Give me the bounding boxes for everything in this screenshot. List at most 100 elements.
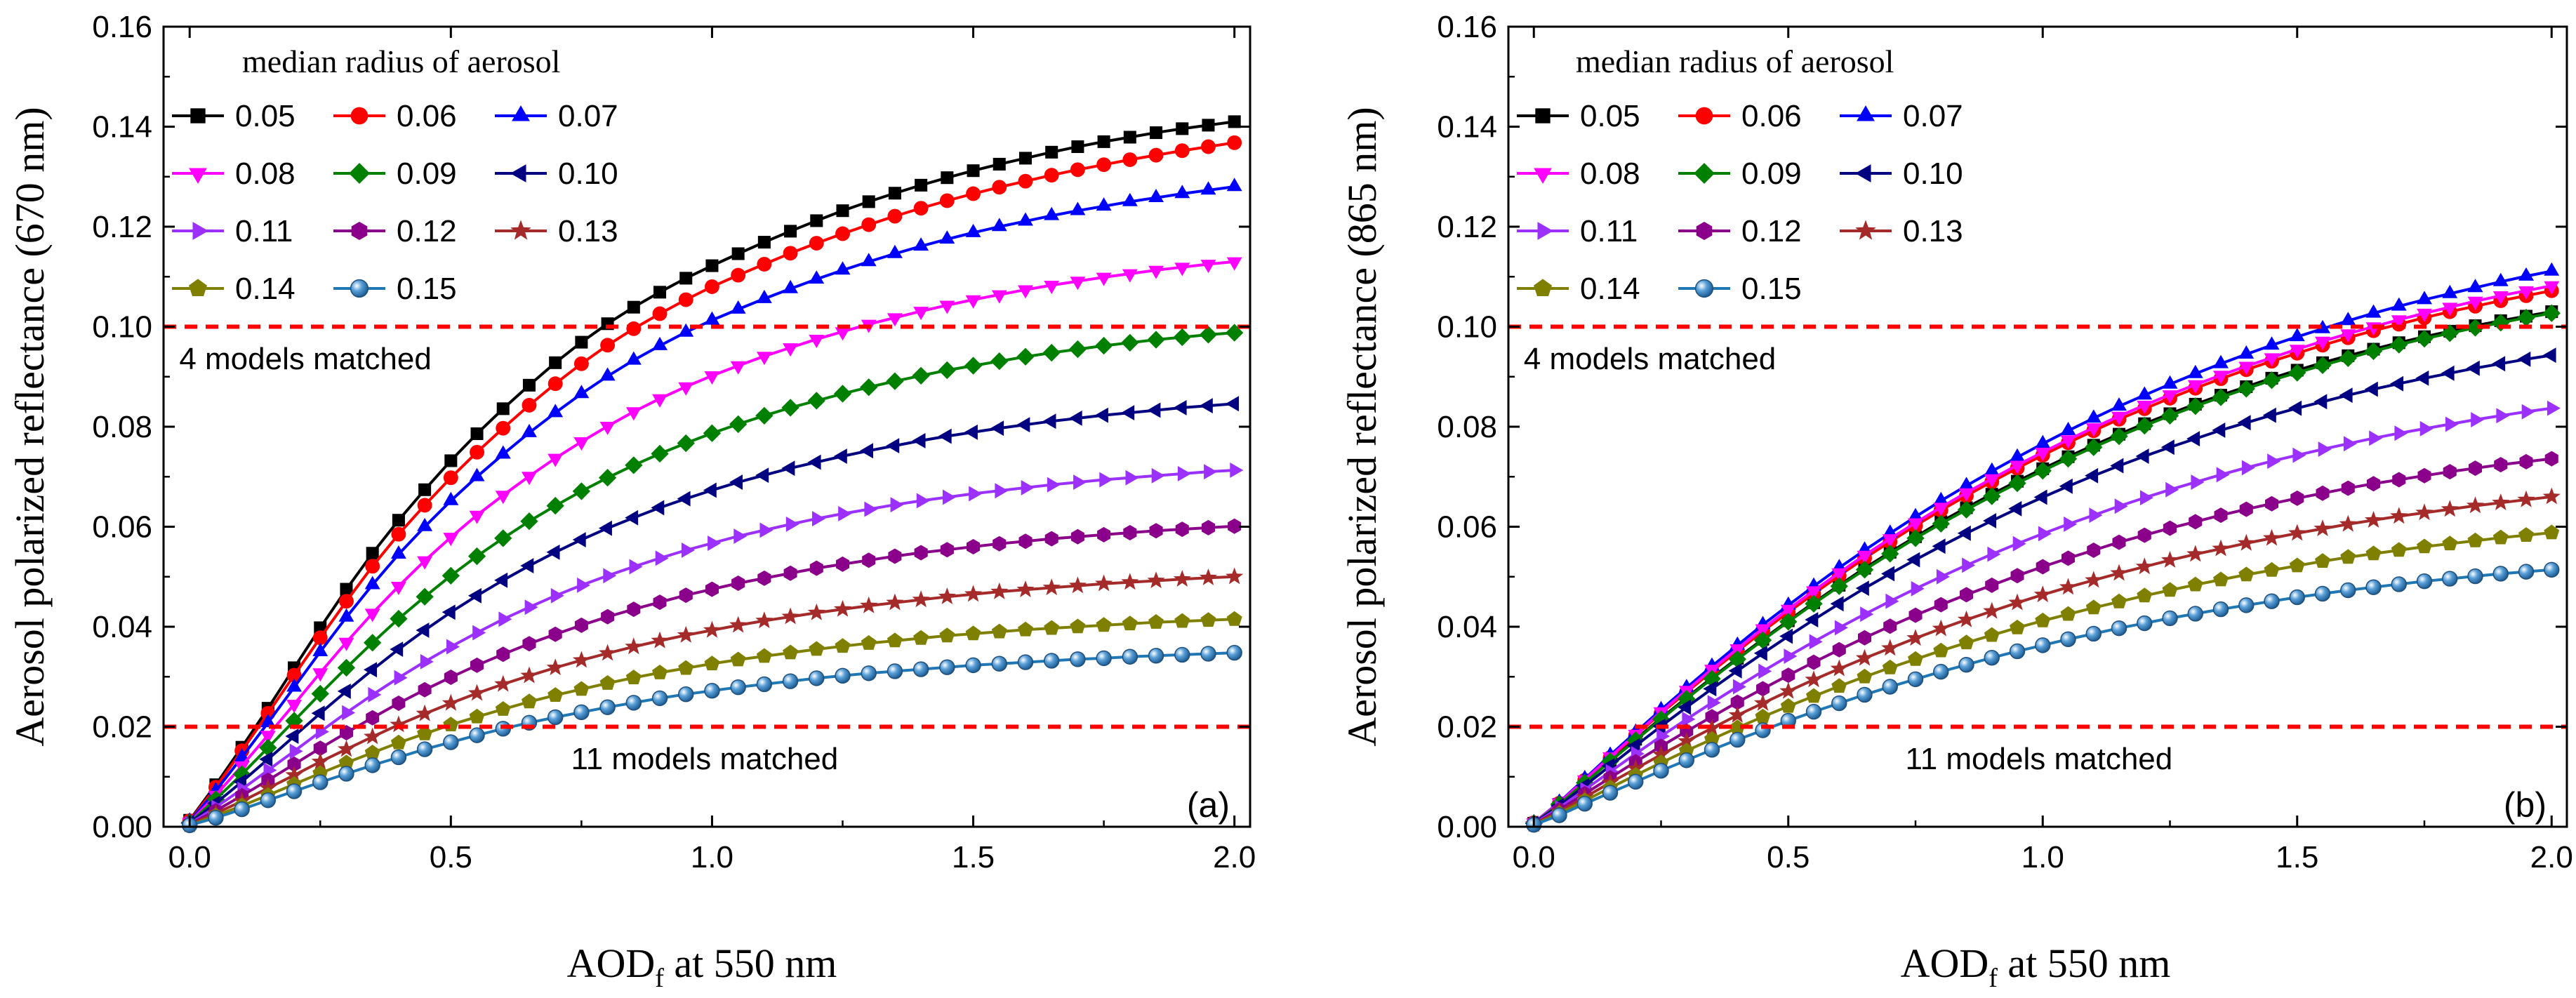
data-point (1016, 417, 1030, 433)
x-tick-label: 1.0 (691, 840, 733, 874)
legend: median radius of aerosol 0.05 0.06 0.07 0.0… (1517, 44, 1963, 306)
tick-layer: 0.00 0.02 0.04 0.06 0.08 0.10 0.12 0.14 0.16 0.0 0… (92, 10, 1256, 874)
legend-label: 0.06 (397, 99, 457, 133)
data-point (2162, 610, 2178, 627)
data-point (1831, 568, 1847, 582)
data-point (2518, 564, 2535, 580)
data-point (991, 623, 1007, 639)
data-point (472, 625, 486, 641)
data-point (289, 743, 303, 759)
data-point (1200, 260, 1216, 274)
data-point (1830, 659, 1848, 677)
data-point (443, 533, 459, 547)
data-point (1958, 477, 1974, 491)
data-point (2442, 284, 2458, 298)
data-point (756, 648, 772, 663)
x-tick-label: 2.0 (1213, 840, 1256, 874)
data-point (1017, 654, 1034, 670)
data-point (1652, 710, 1671, 728)
data-point (1073, 474, 1087, 490)
data-point (864, 501, 878, 517)
data-point (1044, 620, 1060, 635)
data-point (1175, 521, 1189, 538)
data-point (392, 696, 406, 711)
data-point (705, 259, 719, 272)
data-point (469, 510, 485, 524)
data-point (1148, 614, 1164, 629)
data-point (2340, 582, 2356, 599)
data-point (704, 311, 720, 325)
data-point (2288, 524, 2306, 541)
y-tick-label: 0.16 (1437, 10, 1497, 44)
data-point (887, 632, 903, 648)
data-point (625, 456, 643, 474)
data-point (1044, 281, 1060, 294)
data-point (1860, 606, 1874, 623)
data-point (599, 675, 616, 690)
data-point (810, 214, 823, 227)
data-point (2339, 349, 2357, 367)
data-point (2315, 319, 2330, 333)
data-point (2038, 526, 2052, 542)
data-point (2391, 576, 2407, 592)
data-point (364, 662, 377, 678)
data-point (838, 506, 852, 521)
data-point (1122, 648, 1138, 665)
data-point (1704, 742, 1720, 758)
data-point (836, 556, 849, 572)
data-point (2415, 370, 2429, 386)
data-point (1122, 192, 1138, 206)
y-tick-label: 0.16 (92, 10, 152, 44)
data-point (2187, 606, 2203, 622)
legend-title: median radius of aerosol (242, 44, 560, 79)
data-point (572, 482, 590, 500)
legend-item: 0.09 (333, 157, 457, 191)
data-point (2160, 406, 2179, 425)
data-point (1932, 514, 1950, 533)
data-point (887, 663, 903, 679)
data-point (1226, 644, 1242, 661)
data-point (2033, 585, 2052, 603)
data-point (2008, 474, 2026, 493)
data-point (417, 725, 433, 740)
data-point (2417, 538, 2432, 554)
data-point (2262, 371, 2281, 390)
data-point (1018, 621, 1033, 637)
data-point (860, 378, 878, 397)
data-point (1070, 162, 1085, 178)
data-point (1753, 631, 1772, 649)
data-point (807, 603, 825, 620)
data-point (2492, 291, 2509, 305)
data-point (964, 585, 983, 602)
data-point (286, 700, 302, 714)
data-point (1018, 173, 1033, 189)
data-point (574, 617, 588, 633)
data-point (2365, 579, 2382, 595)
data-point (2492, 272, 2509, 286)
data-point (311, 705, 325, 721)
data-point (338, 608, 354, 622)
data-point (1779, 681, 1798, 699)
data-point (625, 351, 642, 365)
data-point (1883, 618, 1897, 634)
data-point (441, 604, 456, 620)
data-point (812, 511, 825, 527)
data-point (1122, 269, 1138, 283)
data-point (1753, 693, 1772, 711)
data-point (940, 542, 954, 558)
data-point (729, 474, 743, 490)
data-point (1201, 519, 1215, 535)
data-point (2060, 606, 2076, 621)
legend-label: 0.14 (235, 272, 296, 306)
data-point (783, 343, 798, 357)
data-point (914, 545, 928, 561)
legend: median radius of aerosol 0.05 0.06 0.07 0.0… (172, 44, 618, 306)
data-point (469, 708, 485, 724)
data-point (938, 361, 956, 380)
data-point (2012, 535, 2026, 552)
data-point (524, 599, 538, 616)
legend-swatch-marker (1537, 222, 1553, 240)
data-point (1227, 135, 1242, 150)
series-0.15 (1526, 561, 2560, 833)
data-point (679, 272, 693, 285)
